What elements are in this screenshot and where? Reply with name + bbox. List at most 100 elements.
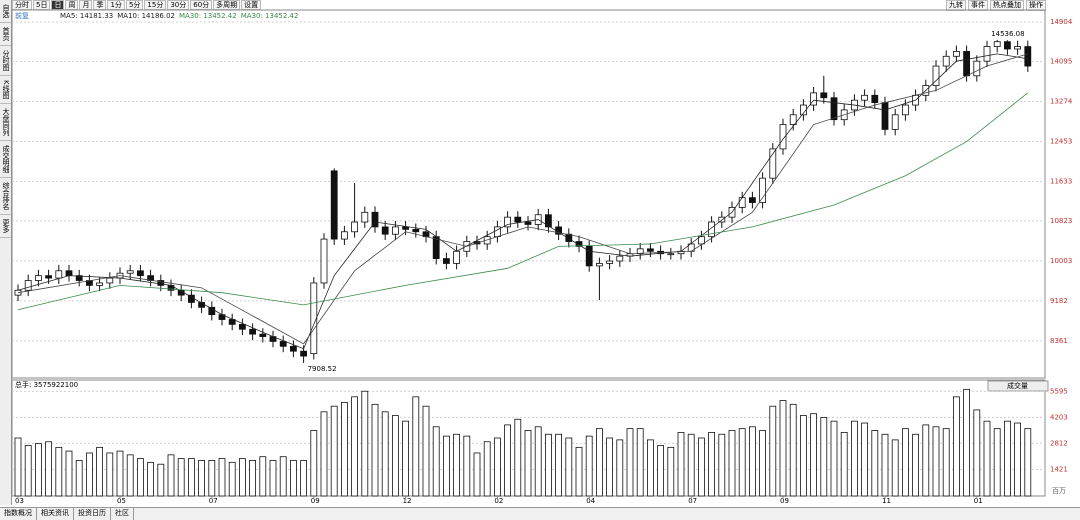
y-tick-label: 8361 (1050, 337, 1068, 345)
y-tick-label: 5595 (1050, 387, 1068, 395)
sidebar: 自选 首页 分时图 K线图 大盘同列 成交明细 综合排名 更多 (0, 0, 12, 505)
candle-body (514, 216, 522, 223)
side-tab[interactable]: 更多 (0, 215, 11, 238)
volume-bar (35, 443, 42, 497)
candle-body (504, 216, 512, 228)
side-tab[interactable]: 成交明细 (0, 141, 11, 178)
x-tick-label: 07 (209, 497, 218, 505)
candle-body (545, 214, 552, 228)
candle-body (810, 92, 817, 106)
volume-bar (116, 450, 124, 497)
candle-body (963, 51, 970, 77)
x-tick-label: 04 (586, 497, 595, 505)
side-tab[interactable]: 综合排名 (0, 178, 11, 215)
volume-bar (198, 460, 206, 497)
candle-body (35, 275, 42, 281)
volume-bar (493, 437, 501, 497)
volume-bar (657, 445, 664, 497)
volume-bar (24, 445, 32, 497)
adjust-label: 前复 (15, 11, 29, 20)
volume-bar (667, 446, 675, 497)
volume-bar (687, 433, 695, 497)
volume-bar (922, 424, 930, 497)
side-tab[interactable]: 自选 (0, 0, 11, 23)
volume-bar (647, 439, 654, 497)
volume-bar (912, 433, 919, 497)
candle-body (902, 104, 909, 116)
volume-bar (330, 405, 338, 497)
volume-bar (749, 426, 756, 497)
volume-bar (810, 413, 817, 497)
volume-bar (881, 433, 889, 497)
volume-bar (412, 396, 420, 497)
bottom-tab[interactable]: 相关资讯 (37, 508, 74, 520)
volume-bar (147, 461, 155, 497)
high-label: 14536.08 (991, 30, 1024, 38)
volume-bar (759, 430, 766, 497)
volume-bar (157, 463, 165, 497)
volume-bar (585, 435, 593, 497)
candle-body (381, 226, 389, 235)
volume-bar (351, 396, 359, 497)
volume-bar (636, 428, 644, 497)
candle-body (993, 41, 1001, 47)
candle-body (55, 270, 63, 279)
side-tab[interactable]: 分时图 (0, 46, 11, 76)
volume-title: 总手: 3575922100 (15, 380, 78, 389)
volume-bar (55, 446, 63, 497)
bottom-tabs: 指数概况 相关资讯 投资日历 社区 (0, 507, 1080, 520)
volume-bar (300, 460, 308, 497)
candle-body (881, 102, 889, 130)
volume-bar (45, 441, 52, 497)
candle-body (402, 226, 410, 230)
y-tick-label: 1421 (1050, 465, 1068, 473)
volume-bar (402, 420, 410, 497)
volume-bar (259, 456, 267, 497)
volume-bar (228, 461, 236, 497)
bottom-tab[interactable]: 投资日历 (74, 508, 111, 520)
volume-bar (953, 396, 960, 497)
volume-bar (993, 428, 1001, 497)
candle-body (310, 282, 318, 355)
volume-bar (779, 400, 787, 497)
candle-body (769, 148, 777, 179)
volume-bar (534, 426, 542, 497)
volume-bar (738, 428, 746, 497)
volume-bar (167, 454, 175, 497)
volume-bar (136, 458, 144, 497)
volume-bar (514, 418, 522, 497)
volume-bar (96, 446, 103, 497)
ma-legend: MA10: 14186.02 (117, 12, 175, 20)
volume-bar (1014, 422, 1021, 497)
candle-body (565, 233, 573, 242)
chart: 前复 总手: 3575922100 成交量 百万 8361 9182 10003 10… (11, 9, 1073, 505)
volume-bar (310, 430, 318, 497)
candle-body (412, 228, 420, 233)
volume-bar (340, 402, 348, 497)
candle-body (1024, 46, 1032, 67)
x-tick-label: 03 (15, 497, 24, 505)
side-tab[interactable]: K线图 (0, 76, 11, 104)
side-tab[interactable]: 大盘同列 (0, 104, 11, 141)
candle-body (698, 236, 705, 245)
candle-body (320, 238, 328, 284)
volume-bar (932, 426, 940, 497)
volume-bar (840, 431, 848, 497)
candle-body (953, 51, 960, 57)
candle-body (749, 197, 756, 203)
volume-bar (361, 390, 369, 497)
candle-body (351, 221, 359, 233)
bottom-tab[interactable]: 社区 (111, 508, 134, 520)
ma-line (17, 92, 1029, 311)
volume-bar (698, 437, 705, 497)
bottom-tab[interactable]: 指数概况 (0, 508, 37, 520)
volume-bar (851, 420, 858, 497)
volume-bar (279, 456, 287, 497)
candle-body (647, 248, 654, 252)
volume-bar (626, 428, 634, 497)
indicator-name[interactable]: 成交量 (1007, 381, 1028, 390)
side-tab[interactable]: 首页 (0, 23, 11, 46)
volume-bar (728, 430, 736, 497)
volume-bar (463, 435, 471, 497)
